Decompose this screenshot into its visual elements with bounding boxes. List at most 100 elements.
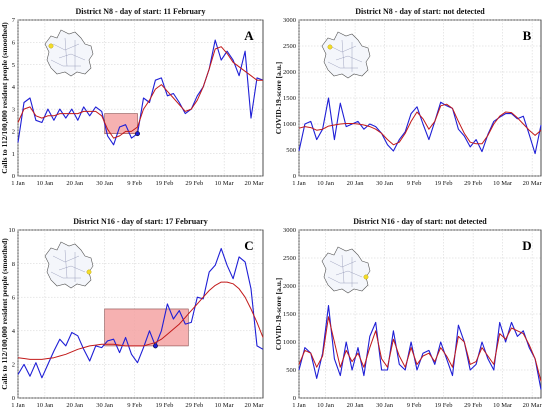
panel-title: District N16 - day of start: not detecte… <box>353 217 487 226</box>
y-axis-label: COVID-19-score [a.u.] <box>274 278 283 351</box>
x-tick-label: 20 Jan <box>66 180 84 187</box>
y-tick-label: 500 <box>286 367 296 374</box>
series-line-smoothed <box>17 46 263 139</box>
map-border <box>327 61 358 69</box>
x-tick-label: 20 Jan <box>66 402 84 409</box>
panel-letter: A <box>244 28 254 43</box>
panel-title: District N16 - day of start: 17 February <box>73 217 207 226</box>
x-tick-label: 20 Mar <box>523 402 543 409</box>
x-tick-label: 20 Mar <box>523 180 543 187</box>
y-axis-label: Calls to 112/100,000 resident people (sm… <box>0 238 9 390</box>
highlighted-district <box>48 43 54 49</box>
map-border <box>52 255 80 263</box>
panel-letter: D <box>522 238 531 253</box>
x-tick-label: 30 Jan <box>96 180 114 187</box>
series-line-raw <box>17 39 264 146</box>
panel-title: District N8 - day of start: 11 February <box>76 7 206 16</box>
map-border <box>64 249 68 279</box>
map-border <box>50 271 81 279</box>
y-tick-label: 8 <box>12 261 15 268</box>
series-line-smoothed <box>17 281 264 360</box>
y-tick-label: 500 <box>286 147 296 154</box>
x-tick-label: 20 Jan <box>347 402 365 409</box>
y-tick-label: 2 <box>12 362 15 369</box>
y-tick-label: 3000 <box>283 17 296 24</box>
map-border <box>335 270 363 278</box>
x-tick-label: 9 Feb <box>127 402 142 409</box>
chart-panel-c: 1 Jan 10 Jan 20 Jan 30 Jan 9 Feb 19 Feb 29 Feb… <box>0 217 264 409</box>
x-tick-label: 20 Mar <box>245 402 265 409</box>
series-line-raw <box>298 305 542 390</box>
x-tick-label: 29 Feb <box>464 180 482 187</box>
panel-letter: C <box>244 238 253 253</box>
y-tick-label: 2500 <box>283 255 296 262</box>
x-tick-label: 10 Mar <box>493 402 513 409</box>
x-tick-label: 10 Jan <box>317 402 335 409</box>
y-axis-label: COVID-19-score [a.u.] <box>274 62 283 135</box>
y-tick-label: 2500 <box>283 43 296 50</box>
x-tick-label: 19 Feb <box>435 402 453 409</box>
y-tick-label: 1500 <box>283 95 296 102</box>
chart-panel-a: 1 Jan 10 Jan 20 Jan 30 Jan 9 Feb 19 Feb 29 Feb… <box>0 7 264 187</box>
y-tick-label: 0 <box>12 395 15 402</box>
x-tick-label: 19 Feb <box>155 402 173 409</box>
y-tick-label: 0 <box>293 173 296 180</box>
x-tick-label: 30 Jan <box>376 402 394 409</box>
y-tick-label: 1500 <box>283 311 296 318</box>
y-tick-label: 10 <box>9 227 16 234</box>
y-tick-label: 3 <box>12 106 15 113</box>
x-tick-label: 1 Jan <box>11 402 25 409</box>
x-tick-label: 9 Feb <box>127 180 142 187</box>
x-tick-label: 19 Feb <box>155 180 173 187</box>
y-tick-label: 1 <box>12 151 15 158</box>
y-tick-label: 4 <box>12 84 16 91</box>
x-tick-label: 10 Jan <box>36 180 54 187</box>
x-tick-label: 29 Feb <box>185 180 203 187</box>
y-tick-label: 7 <box>12 17 16 24</box>
y-tick-label: 1000 <box>283 339 296 346</box>
chart-panel-d: 1 Jan 10 Jan 20 Jan 30 Jan 9 Feb 19 Feb 29 Feb… <box>274 217 542 409</box>
map-border <box>327 276 358 284</box>
map-border <box>329 45 357 53</box>
y-tick-label: 4 <box>12 328 16 335</box>
y-tick-label: 2000 <box>283 283 296 290</box>
y-tick-label: 2 <box>12 129 15 136</box>
map-border <box>335 55 363 63</box>
region-map <box>321 31 371 79</box>
y-tick-label: 6 <box>12 294 16 301</box>
x-tick-label: 20 Jan <box>347 180 365 187</box>
series-line-smoothed <box>298 316 542 382</box>
x-tick-label: 20 Mar <box>245 180 265 187</box>
x-tick-label: 1 Jan <box>11 180 25 187</box>
x-tick-label: 29 Feb <box>185 402 203 409</box>
y-tick-label: 2000 <box>283 69 296 76</box>
y-tick-label: 0 <box>293 395 296 402</box>
x-tick-label: 10 Jan <box>36 402 54 409</box>
y-tick-label: 1000 <box>283 121 296 128</box>
map-border <box>50 59 81 67</box>
map-border <box>58 53 86 61</box>
region-map <box>44 29 94 77</box>
x-tick-label: 1 Jan <box>292 402 306 409</box>
series-line-raw <box>17 247 264 379</box>
series-line-smoothed <box>298 103 542 146</box>
panel-letter: B <box>523 28 532 43</box>
y-tick-label: 3000 <box>283 227 296 234</box>
map-border <box>58 265 86 273</box>
highlighted-district <box>363 274 369 280</box>
x-tick-label: 9 Feb <box>407 402 422 409</box>
highlighted-district <box>327 44 333 50</box>
x-tick-label: 30 Jan <box>376 180 394 187</box>
map-border <box>64 37 68 67</box>
x-tick-label: 10 Jan <box>317 180 335 187</box>
y-tick-label: 6 <box>12 39 16 46</box>
y-tick-label: 0 <box>12 173 15 180</box>
x-tick-label: 10 Mar <box>493 180 513 187</box>
x-tick-label: 10 Mar <box>215 180 235 187</box>
chart-panel-b: 1 Jan 10 Jan 20 Jan 30 Jan 9 Feb 19 Feb 29 Feb… <box>274 7 542 187</box>
onset-marker <box>135 131 140 137</box>
y-axis-label: Calls to 112/100,000 resident people (sm… <box>0 22 9 174</box>
x-tick-label: 19 Feb <box>435 180 453 187</box>
onset-marker <box>152 343 158 349</box>
